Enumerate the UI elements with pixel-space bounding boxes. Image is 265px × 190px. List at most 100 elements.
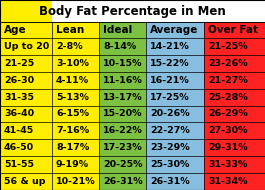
Bar (146, 122, 204, 139)
Bar (52, 55, 99, 72)
Bar (0, 38, 52, 55)
Bar (52, 89, 99, 106)
Bar (99, 72, 146, 89)
Text: 36-40: 36-40 (4, 109, 34, 119)
Text: 7-16%: 7-16% (56, 126, 89, 135)
Bar (99, 122, 146, 139)
Text: 2-8%: 2-8% (56, 42, 83, 51)
Text: 6-15%: 6-15% (56, 109, 89, 119)
Bar (0, 139, 52, 156)
Text: 26-29%: 26-29% (208, 109, 248, 119)
Text: 21-25%: 21-25% (208, 42, 248, 51)
Text: 4-11%: 4-11% (56, 76, 89, 85)
Text: 11-16%: 11-16% (103, 76, 143, 85)
Text: 10-21%: 10-21% (56, 177, 96, 186)
Bar (52, 173, 99, 190)
Bar (52, 139, 99, 156)
Bar (204, 89, 265, 106)
Text: 10-15%: 10-15% (103, 59, 143, 68)
Text: 15-22%: 15-22% (150, 59, 190, 68)
Text: 21-27%: 21-27% (208, 76, 248, 85)
Text: 31-34%: 31-34% (208, 177, 248, 186)
Text: 31-33%: 31-33% (208, 160, 247, 169)
Bar (52, 72, 99, 89)
Bar (99, 38, 146, 55)
Text: 16-22%: 16-22% (103, 126, 143, 135)
Text: 13-17%: 13-17% (103, 93, 143, 102)
Bar (204, 72, 265, 89)
Text: 41-45: 41-45 (4, 126, 34, 135)
Bar (146, 89, 204, 106)
Bar (99, 156, 146, 173)
Bar (0, 55, 52, 72)
Bar (146, 156, 204, 173)
Bar (204, 173, 265, 190)
Text: 27-30%: 27-30% (208, 126, 248, 135)
Bar (99, 139, 146, 156)
Text: Average: Average (150, 25, 198, 35)
Text: 8-17%: 8-17% (56, 143, 89, 152)
Text: 26-31%: 26-31% (150, 177, 190, 186)
Text: 20-25%: 20-25% (103, 160, 143, 169)
Text: 9-19%: 9-19% (56, 160, 89, 169)
Bar (52, 106, 99, 122)
Text: 26-31%: 26-31% (103, 177, 143, 186)
Bar (0, 0, 265, 22)
Text: Up to 20: Up to 20 (4, 42, 49, 51)
Text: Lean: Lean (56, 25, 84, 35)
Text: 20-26%: 20-26% (150, 109, 190, 119)
Bar (146, 173, 204, 190)
Bar (146, 38, 204, 55)
Bar (146, 55, 204, 72)
Bar (204, 156, 265, 173)
Text: Ideal: Ideal (103, 25, 132, 35)
Bar (204, 122, 265, 139)
Bar (0, 173, 52, 190)
Text: 17-23%: 17-23% (103, 143, 143, 152)
Text: 46-50: 46-50 (4, 143, 34, 152)
Text: 31-35: 31-35 (4, 93, 34, 102)
Text: 23-26%: 23-26% (208, 59, 248, 68)
Text: 23-29%: 23-29% (150, 143, 190, 152)
Text: Over Fat: Over Fat (208, 25, 258, 35)
Bar (0, 122, 52, 139)
Bar (146, 22, 204, 38)
Bar (146, 72, 204, 89)
Text: 26-30: 26-30 (4, 76, 34, 85)
Text: 22-27%: 22-27% (150, 126, 190, 135)
Bar (204, 106, 265, 122)
Bar (204, 38, 265, 55)
Text: 8-14%: 8-14% (103, 42, 136, 51)
Text: 17-25%: 17-25% (150, 93, 190, 102)
Text: 5-13%: 5-13% (56, 93, 89, 102)
Bar (52, 122, 99, 139)
Bar (0, 156, 52, 173)
Bar (0, 106, 52, 122)
Bar (52, 156, 99, 173)
Bar (204, 55, 265, 72)
Text: Body Fat Percentage in Men: Body Fat Percentage in Men (39, 5, 226, 17)
Bar (52, 38, 99, 55)
Bar (0, 72, 52, 89)
Text: 15-20%: 15-20% (103, 109, 143, 119)
Text: 25-30%: 25-30% (150, 160, 189, 169)
Text: 51-55: 51-55 (4, 160, 34, 169)
Text: 16-21%: 16-21% (150, 76, 190, 85)
Bar (99, 89, 146, 106)
Text: 14-21%: 14-21% (150, 42, 190, 51)
Bar (146, 106, 204, 122)
Bar (0, 89, 52, 106)
Bar (99, 55, 146, 72)
Bar (52, 22, 99, 38)
Text: 21-25: 21-25 (4, 59, 34, 68)
Bar (0, 0, 52, 22)
Text: 56 & up: 56 & up (4, 177, 46, 186)
Bar (99, 106, 146, 122)
Bar (204, 139, 265, 156)
Text: 3-10%: 3-10% (56, 59, 89, 68)
Bar (204, 22, 265, 38)
Text: 29-31%: 29-31% (208, 143, 248, 152)
Text: 25-28%: 25-28% (208, 93, 248, 102)
Bar (146, 139, 204, 156)
Text: Age: Age (4, 25, 26, 35)
